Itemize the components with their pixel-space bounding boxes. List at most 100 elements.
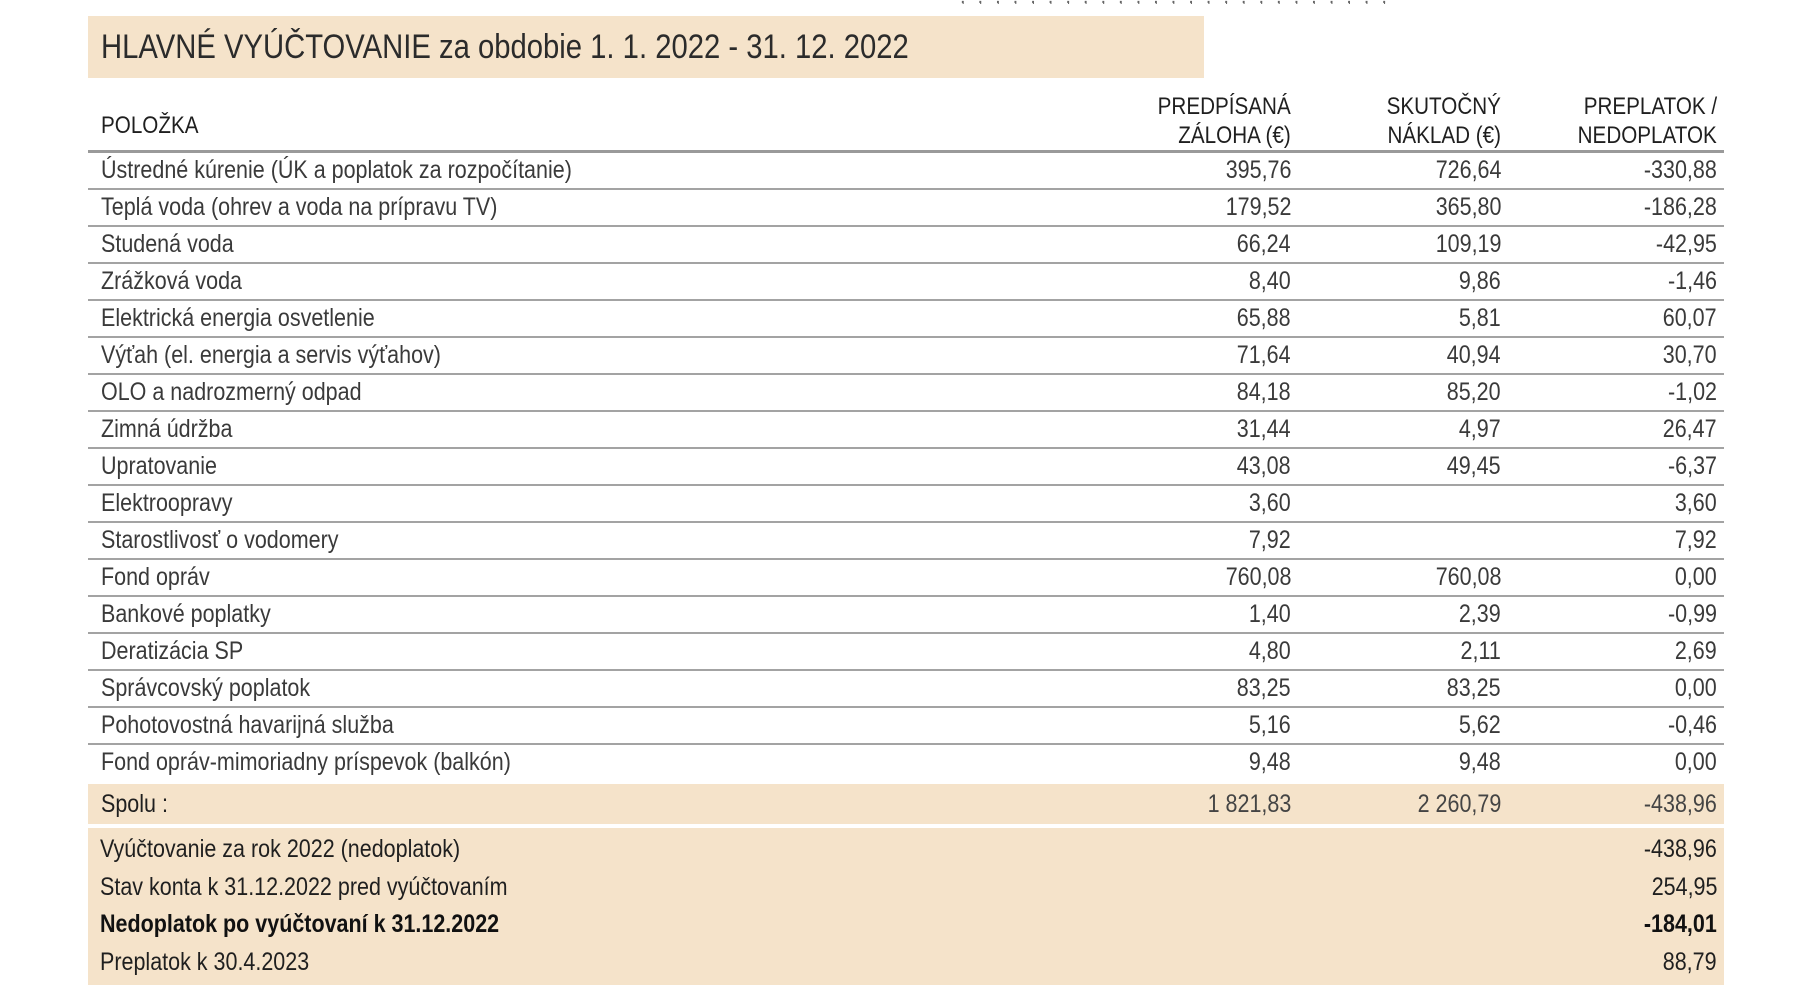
summary-value: 88,79 — [1663, 947, 1717, 976]
row-item-label: Správcovský poplatok — [88, 670, 1088, 708]
total-label: Spolu : — [88, 780, 1088, 824]
cropped-previous-content: ,,,,,,,,,,,,,,,,,,,,,,,,, — [960, 0, 1680, 4]
row-item-label: Upratovanie — [88, 448, 1088, 486]
page-title: HLAVNÉ VYÚČTOVANIE za obdobie 1. 1. 2022… — [101, 27, 909, 66]
row-difference-value: 0,00 — [1675, 748, 1717, 776]
total-difference: -438,96 — [1508, 780, 1724, 824]
row-cost-value: 4,97 — [1298, 411, 1508, 449]
row-advance-value: 66,24 — [1088, 226, 1298, 264]
row-cost-value: 49,45 — [1298, 448, 1508, 486]
table-row: OLO a nadrozmerný odpad 84,18 85,20 -1,02 — [88, 374, 1724, 412]
row-difference-value: -6,37 — [1508, 448, 1724, 486]
table-row: Správcovský poplatok 83,25 83,25 0,00 — [88, 670, 1724, 708]
row-item-label: Elektrická energia osvetlenie — [88, 300, 1088, 338]
summary-row-final-underpayment: Nedoplatok po vyúčtovaní k 31.12.2022 -1… — [88, 906, 1724, 944]
row-cost-value: 5,62 — [1298, 707, 1508, 745]
row-difference-value: 60,07 — [1508, 300, 1724, 338]
column-header-difference: PREPLATOK / NEDOPLATOK — [1508, 80, 1724, 153]
table-row: Výťah (el. energia a servis výťahov) 71,6… — [88, 337, 1724, 375]
row-cost-value: 9,48 — [1459, 748, 1501, 776]
table-row: Zimná údržba 31,44 4,97 26,47 — [88, 411, 1724, 449]
row-difference-value: 30,70 — [1508, 337, 1724, 375]
table-row: Bankové poplatky 1,40 2,39 -0,99 — [88, 596, 1724, 634]
row-item-label: Pohotovostná havarijná služba — [88, 707, 1088, 745]
total-advance: 1 821,83 — [1088, 780, 1298, 824]
row-item-label: Zimná údržba — [88, 411, 1088, 449]
row-difference-value: 26,47 — [1508, 411, 1724, 449]
row-item-label: Deratizácia SP — [88, 633, 1088, 671]
row-advance-value: 84,18 — [1088, 374, 1298, 412]
table-body: Ústredné kúrenie (ÚK a poplatok za rozpo… — [88, 151, 1724, 783]
summary-value: 254,95 — [1651, 872, 1717, 901]
table-row: Teplá voda (ohrev a voda na prípravu TV)… — [88, 189, 1724, 227]
summary-label: Vyúčtovanie za rok 2022 (nedoplatok) — [100, 835, 461, 864]
row-cost-value: 109,19 — [1298, 226, 1508, 264]
row-difference-value: -186,28 — [1508, 189, 1724, 227]
table-row: Elektroopravy 3,60 3,60 — [88, 485, 1724, 523]
row-difference-value: 2,69 — [1508, 633, 1724, 671]
row-difference-value: -330,88 — [1508, 151, 1724, 190]
row-advance-value: 395,76 — [1088, 151, 1298, 190]
row-advance-value: 179,52 — [1088, 189, 1298, 227]
row-difference-value: -1,02 — [1508, 374, 1724, 412]
column-header-item: POLOŽKA — [88, 80, 1088, 153]
row-difference-value: -0,99 — [1508, 596, 1724, 634]
row-item-label: Teplá voda (ohrev a voda na prípravu TV) — [88, 189, 1088, 227]
row-cost-value: 9,86 — [1298, 263, 1508, 301]
row-item-label: Studená voda — [88, 226, 1088, 264]
table-row: Deratizácia SP 4,80 2,11 2,69 — [88, 633, 1724, 671]
row-advance-value: 7,92 — [1088, 522, 1298, 560]
row-difference-value: -42,95 — [1508, 226, 1724, 264]
table-row: Fond opráv-mimoriadny príspevok (balkón)… — [88, 744, 1724, 782]
row-advance-value: 43,08 — [1088, 448, 1298, 486]
row-item-label: Elektroopravy — [88, 485, 1088, 523]
row-advance-value: 760,08 — [1088, 559, 1298, 597]
row-difference-value: 0,00 — [1508, 670, 1724, 708]
row-cost-value: 760,08 — [1298, 559, 1508, 597]
row-cost-value: 85,20 — [1298, 374, 1508, 412]
row-advance-value: 71,64 — [1088, 337, 1298, 375]
settlement-table: POLOŽKA PREDPÍSANÁ ZÁLOHA (€) SKUTOČNÝ N… — [88, 80, 1724, 824]
row-item-label: Bankové poplatky — [88, 596, 1088, 634]
summary-label: Preplatok k 30.4.2023 — [100, 947, 310, 976]
row-item-label: OLO a nadrozmerný odpad — [88, 374, 1088, 412]
row-difference-value: 7,92 — [1508, 522, 1724, 560]
row-item-label: Ústredné kúrenie (ÚK a poplatok za rozpo… — [88, 151, 1088, 190]
summary-row-account-balance: Stav konta k 31.12.2022 pred vyúčtovaním… — [88, 869, 1724, 907]
row-difference-value: 3,60 — [1508, 485, 1724, 523]
row-advance-value: 83,25 — [1088, 670, 1298, 708]
row-item-label: Výťah (el. energia a servis výťahov) — [88, 337, 1088, 375]
summary-box: Vyúčtovanie za rok 2022 (nedoplatok) -43… — [88, 828, 1724, 985]
row-cost-value: 2,11 — [1298, 633, 1508, 671]
row-difference-value: -1,46 — [1508, 263, 1724, 301]
header-row: POLOŽKA PREDPÍSANÁ ZÁLOHA (€) SKUTOČNÝ N… — [88, 80, 1724, 153]
row-cost-value: 5,81 — [1298, 300, 1508, 338]
table-row: Elektrická energia osvetlenie 65,88 5,81 60… — [88, 300, 1724, 338]
row-difference-value: 0,00 — [1508, 559, 1724, 597]
row-advance-value: 1,40 — [1088, 596, 1298, 634]
table-row: Studená voda 66,24 109,19 -42,95 — [88, 226, 1724, 264]
total-cost: 2 260,79 — [1298, 780, 1508, 824]
table-row: Upratovanie 43,08 49,45 -6,37 — [88, 448, 1724, 486]
row-difference-value: -0,46 — [1508, 707, 1724, 745]
row-cost-value: 83,25 — [1298, 670, 1508, 708]
row-item-label: Fond opráv-mimoriadny príspevok (balkón) — [101, 748, 511, 776]
total-row: Spolu : 1 821,83 2 260,79 -438,96 — [88, 780, 1724, 824]
table-row: Zrážková voda 8,40 9,86 -1,46 — [88, 263, 1724, 301]
title-bar: HLAVNÉ VYÚČTOVANIE za obdobie 1. 1. 2022… — [88, 16, 1204, 78]
summary-value: -438,96 — [1644, 835, 1717, 864]
summary-row-year-settlement: Vyúčtovanie za rok 2022 (nedoplatok) -43… — [88, 831, 1724, 869]
column-header-cost: SKUTOČNÝ NÁKLAD (€) — [1298, 80, 1508, 153]
row-advance-value: 9,48 — [1249, 748, 1291, 776]
table-row: Pohotovostná havarijná služba 5,16 5,62 -0,… — [88, 707, 1724, 745]
table-row: Fond opráv 760,08 760,08 0,00 — [88, 559, 1724, 597]
row-advance-value: 5,16 — [1088, 707, 1298, 745]
row-item-label: Starostlivosť o vodomery — [88, 522, 1088, 560]
row-advance-value: 3,60 — [1088, 485, 1298, 523]
summary-value: -184,01 — [1644, 910, 1717, 939]
row-item-label: Zrážková voda — [88, 263, 1088, 301]
table-row: Ústredné kúrenie (ÚK a poplatok za rozpo… — [88, 151, 1724, 190]
row-item-label: Fond opráv — [88, 559, 1088, 597]
summary-label: Nedoplatok po vyúčtovaní k 31.12.2022 — [100, 910, 500, 939]
row-cost-value: 365,80 — [1298, 189, 1508, 227]
